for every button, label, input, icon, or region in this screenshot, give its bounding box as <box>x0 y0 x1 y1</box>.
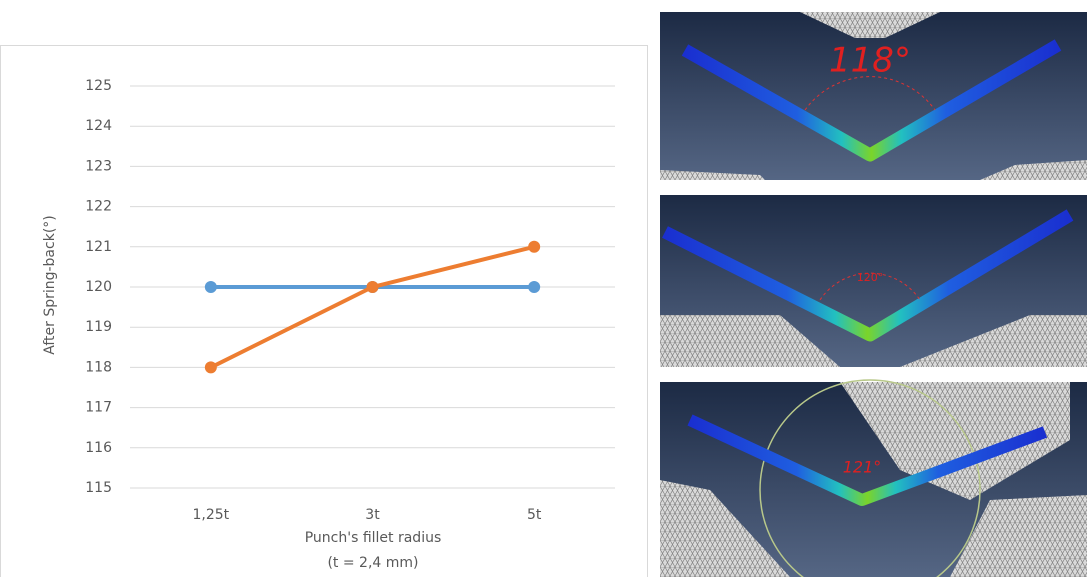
angle-label: 118° <box>829 41 911 81</box>
data-point <box>528 241 540 253</box>
x-tick-label: 5t <box>527 507 542 523</box>
y-tick-label: 125 <box>85 78 112 94</box>
angle-label: 121° <box>843 458 882 477</box>
x-tick-label: 1,25t <box>192 507 229 523</box>
x-tick-label: 3t <box>365 507 380 523</box>
y-tick-label: 116 <box>85 440 112 456</box>
fem-image: 121° <box>660 380 1087 577</box>
y-tick-label: 123 <box>85 158 112 174</box>
y-tick-label: 124 <box>85 118 112 134</box>
data-point <box>205 281 217 293</box>
data-point <box>367 281 379 293</box>
y-tick-label: 122 <box>85 199 112 215</box>
y-tick-label: 120 <box>85 279 112 295</box>
x-axis-label: (t = 2,4 mm) <box>327 555 418 571</box>
data-point <box>205 361 217 373</box>
data-point <box>528 281 540 293</box>
fem-image: 120° <box>660 195 1087 367</box>
y-tick-label: 115 <box>85 480 112 496</box>
fem-image: 118° <box>660 12 1087 180</box>
figure: After Spring-back(°) Punch's fillet radi… <box>0 0 1087 577</box>
page: {"chart_data": {"type": "line", "ylabel"… <box>0 0 1087 577</box>
y-tick-label: 119 <box>85 319 112 335</box>
x-axis-label: Punch's fillet radius <box>305 530 442 546</box>
y-axis-label: After Spring-back(°) <box>42 215 58 355</box>
angle-label: 120° <box>857 271 884 284</box>
y-tick-label: 118 <box>85 359 112 375</box>
y-tick-label: 121 <box>85 239 112 255</box>
y-tick-label: 117 <box>85 400 112 416</box>
